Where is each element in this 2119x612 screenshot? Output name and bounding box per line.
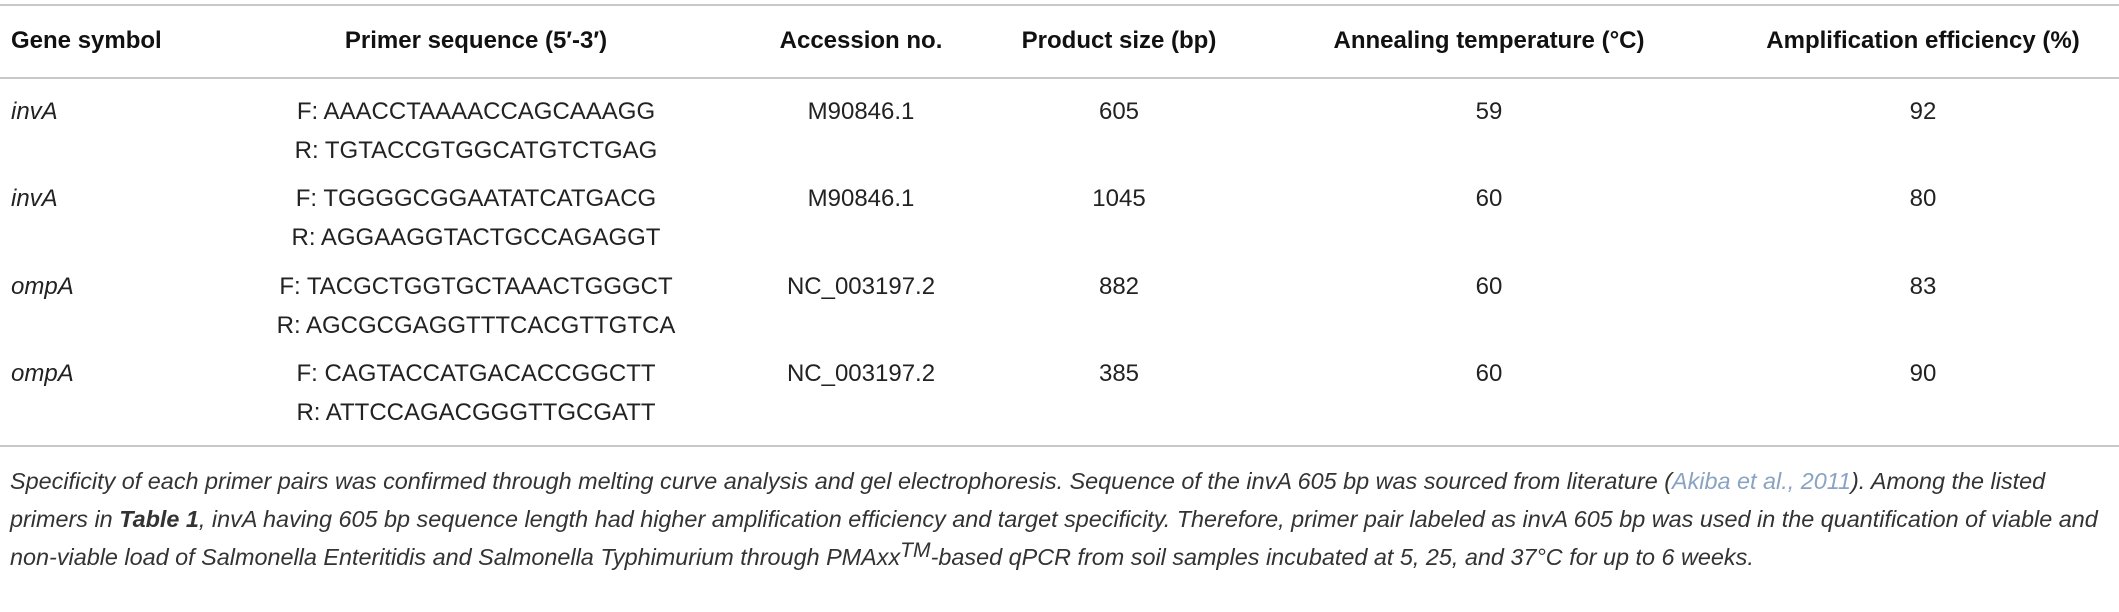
column-header: Gene symbol [11,27,162,54]
gene-symbol: invA [11,185,58,212]
header-rule [0,77,2119,79]
primer-sequence: R: TGTACCGTGGCATGTCTGAG [294,137,658,164]
table-cell: NC_003197.2 [786,273,936,300]
citation-link[interactable]: Akiba et al., 2011 [1672,468,1852,494]
table-cell: 1045 [1092,185,1146,212]
column-header: Amplification efficiency (%) [1766,27,2080,54]
primer-sequence: F: AAACCTAAAACCAGCAAAGG [296,98,656,125]
table-cell: 92 [1909,98,1937,125]
gene-symbol: ompA [11,360,74,387]
table-cell: 60 [1475,360,1503,387]
primer-cell: F: AAACCTAAAACCAGCAAAGG R: TGTACCGTGGCATG… [295,92,658,170]
table-cell: 80 [1909,185,1937,212]
table-cell: 605 [1098,98,1140,125]
primer-sequence: R: AGCGCGAGGTTTCACGTTGTCA [276,312,676,339]
gene-symbol: ompA [11,273,74,300]
primer-cell: F: TGGGGCGGAATATCATGACG R: AGGAAGGTACTGCC… [292,179,661,257]
footnote: Specificity of each primer pairs was con… [10,462,2110,576]
table-cell: 60 [1475,273,1503,300]
primer-sequence: R: AGGAAGGTACTGCCAGAGGT [291,224,661,251]
gene-symbol: invA [11,98,58,125]
table-cell: 83 [1909,273,1937,300]
primer-cell: F: TACGCTGGTGCTAAACTGGGCT R: AGCGCGAGGTTT… [277,267,676,345]
table-ref: Table 1 [119,506,199,532]
table-cell: 90 [1909,360,1937,387]
column-header: Accession no. [779,27,943,54]
table-cell: M90846.1 [807,98,915,125]
table-cell: 60 [1475,185,1503,212]
table-cell: 59 [1475,98,1503,125]
superscript: TM [900,539,931,562]
table-cell: 882 [1098,273,1140,300]
footnote-text: ). Among the listed primers in [10,468,2046,532]
table-cell: M90846.1 [807,185,915,212]
footnote-text: -based qPCR from soil samples incubated … [930,544,1754,570]
column-header: Product size (bp) [1021,27,1217,54]
primer-sequence: R: ATTCCAGACGGGTTGCGATT [296,399,656,426]
top-rule [0,4,2119,6]
column-header: Primer sequence (5′-3′) [344,27,608,54]
footnote-text: , invA having 605 bp sequence length had… [10,506,2098,570]
primer-sequence: F: TACGCTGGTGCTAAACTGGGCT [279,273,673,300]
primer-sequence: F: TGGGGCGGAATATCATGACG [295,185,657,212]
table-cell: NC_003197.2 [786,360,936,387]
footnote-text: Specificity of each primer pairs was con… [10,468,1672,494]
column-header: Annealing temperature (°C) [1333,27,1645,54]
primer-sequence: F: CAGTACCATGACACCGGCTT [296,360,656,387]
bottom-rule [0,445,2119,447]
table-cell: 385 [1098,360,1140,387]
primer-cell: F: CAGTACCATGACACCGGCTT R: ATTCCAGACGGGTT… [296,354,655,432]
